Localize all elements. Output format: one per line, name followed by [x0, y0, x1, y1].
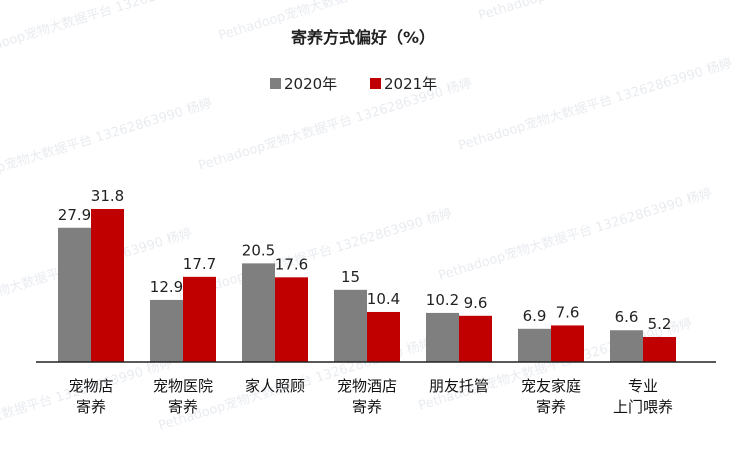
data-label-2021-3: 17.6 — [275, 255, 308, 273]
category-label-2-line-1: 宠物医院 — [153, 377, 213, 395]
watermark-text: Pethadoop宠物大数据平台 13262863990 杨婷 — [0, 0, 234, 64]
legend: 2020年 2021年 — [270, 75, 437, 93]
category-label-3-line-1: 家人照顾 — [245, 377, 305, 395]
bar-2020-4 — [334, 289, 367, 362]
bar-2021-1 — [91, 209, 124, 362]
data-label-2021-7: 5.2 — [648, 315, 672, 333]
category-label-5-line-1: 朋友托管 — [429, 377, 489, 395]
legend-swatch-2 — [370, 78, 381, 89]
data-label-2021-2: 17.7 — [183, 255, 216, 273]
bar-2021-4 — [367, 311, 400, 362]
data-label-2020-1: 27.9 — [58, 206, 91, 224]
category-label-4-line-1: 宠物酒店 — [337, 377, 397, 395]
bar-2021-5 — [459, 315, 492, 362]
data-label-2021-1: 31.8 — [91, 187, 124, 205]
watermark-text: Pethadoop宠物大数据平台 13262863990 杨婷 — [176, 205, 454, 304]
category-label-6-line-1: 宠友家庭 — [521, 377, 581, 395]
bars-layer: 27.931.8 12.917.7 20.517.6 15 10.4 10.2 9.6 6.9… — [58, 187, 676, 362]
bar-2020-5 — [426, 312, 459, 362]
category-label-7-line-2: 上门喂养 — [613, 398, 673, 416]
bar-2020-2 — [150, 299, 183, 362]
category-label-1-line-2: 寄养 — [76, 398, 106, 416]
data-label-2020-7: 6.6 — [615, 308, 639, 326]
data-label-2020-6: 6.9 — [523, 307, 547, 325]
watermark-text: Pethadoop宠物大数据平台 13262863990 杨婷 — [436, 185, 714, 284]
category-label-6-line-2: 寄养 — [536, 398, 566, 416]
category-label-4-line-2: 寄养 — [352, 398, 382, 416]
watermark-text: Pethadoop宠物大数据平台 13262863990 杨婷 — [476, 0, 750, 24]
legend-label-2: 2021年 — [384, 75, 437, 93]
data-label-2020-3: 20.5 — [242, 241, 275, 259]
data-label-2021-5: 9.6 — [464, 294, 488, 312]
data-label-2020-5: 10.2 — [426, 291, 459, 309]
data-label-2020-4: 15 — [341, 268, 360, 286]
bar-2020-7 — [610, 330, 643, 362]
data-label-2021-4: 10.4 — [367, 290, 400, 308]
legend-label-1: 2020年 — [284, 75, 337, 93]
category-label-1-line-1: 宠物店 — [68, 377, 113, 395]
data-label-2021-6: 7.6 — [556, 303, 580, 321]
watermark-text: Pethadoop宠物大数据平台 13262863990 杨婷 — [0, 95, 214, 194]
bar-2021-6 — [551, 325, 584, 362]
category-label-7-line-1: 专业 — [628, 377, 658, 395]
bar-2021-7 — [643, 336, 676, 362]
bar-2020-3 — [242, 263, 275, 362]
chart-title: 寄养方式偏好（%） — [291, 28, 435, 47]
legend-swatch-1 — [270, 78, 281, 89]
bar-2021-3 — [275, 277, 308, 362]
bar-2021-2 — [183, 276, 216, 362]
data-label-2020-2: 12.9 — [150, 278, 183, 296]
bar-2020-6 — [518, 328, 551, 362]
bar-2020-1 — [58, 227, 91, 362]
watermark-text: Pethadoop宠物大数据平台 13262863990 杨婷 — [456, 55, 734, 154]
category-label-2-line-2: 寄养 — [168, 398, 198, 416]
